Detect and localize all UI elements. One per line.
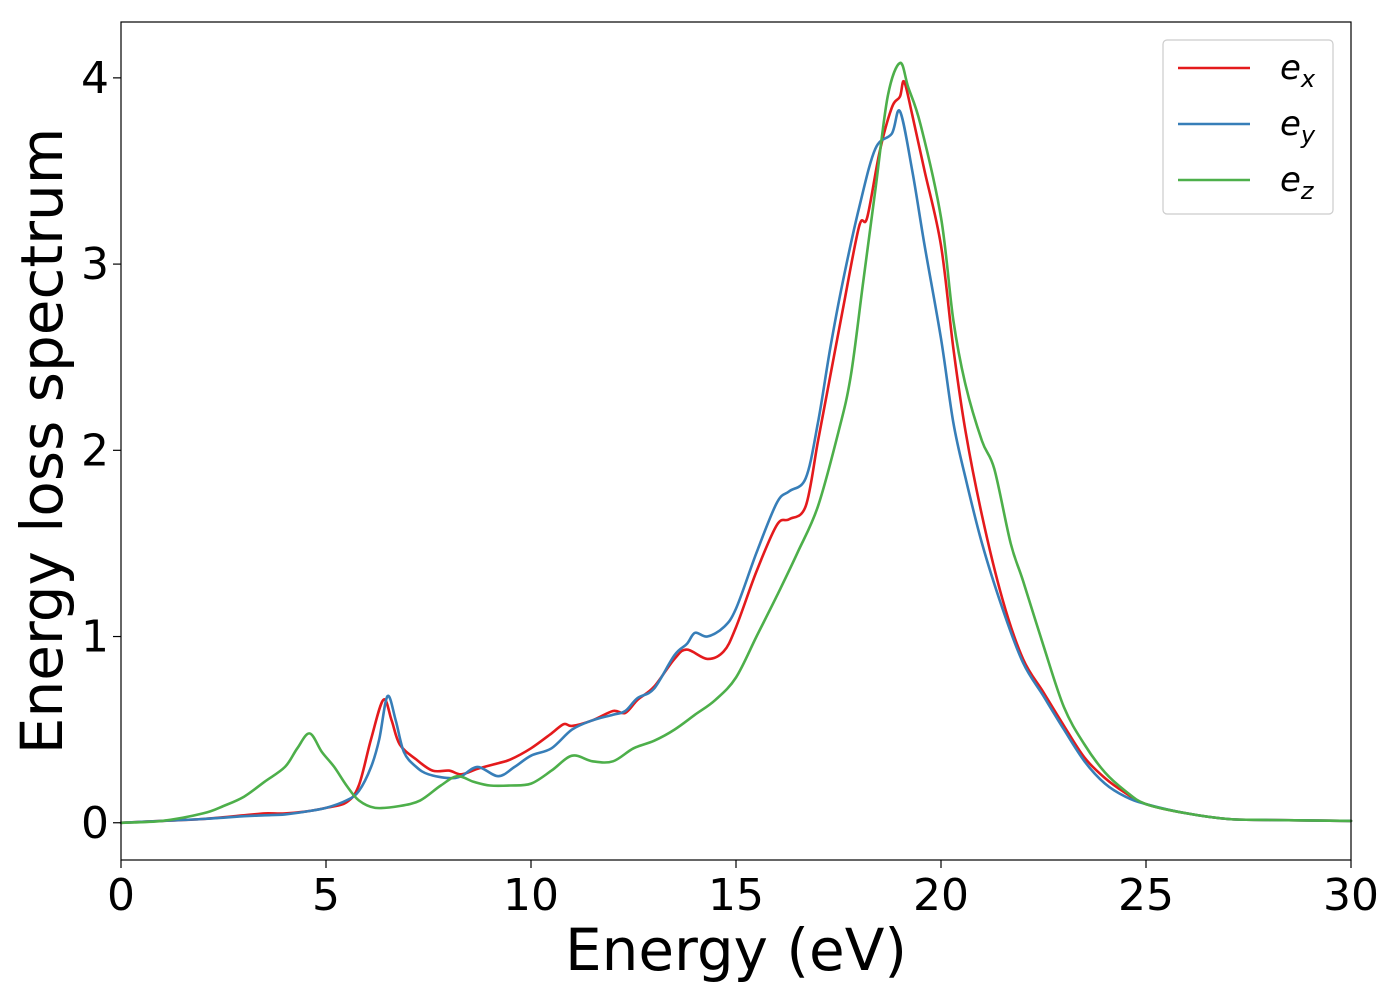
y-axis-label: Energy loss spectrum <box>8 128 76 754</box>
legend-label-e_z: ez <box>1280 160 1315 205</box>
y-tick-label: 0 <box>81 798 109 849</box>
series-lines <box>119 61 1353 825</box>
x-tick-label: 25 <box>1118 870 1174 921</box>
x-tick-label: 15 <box>708 870 764 921</box>
x-axis-ticks: 0 5 10 15 20 25 30 <box>107 860 1379 921</box>
legend-label-subscript: z <box>1300 177 1315 205</box>
x-axis-label: Energy (eV) <box>565 916 907 984</box>
x-tick-label: 20 <box>913 870 969 921</box>
legend-box <box>1162 39 1334 215</box>
y-tick-label: 1 <box>81 612 109 663</box>
plot-background <box>121 22 1351 860</box>
legend-label-subscript: y <box>1300 121 1316 149</box>
legend-label-base: e <box>1280 160 1301 200</box>
y-tick-label: 4 <box>81 53 109 104</box>
y-axis-ticks: 0 1 2 3 4 <box>81 53 121 849</box>
legend-label-e_x: ex <box>1280 48 1316 93</box>
series-line-e_y <box>119 109 1353 825</box>
series-line-e_z <box>119 61 1353 825</box>
x-tick-label: 10 <box>503 870 559 921</box>
y-tick-label: 2 <box>81 425 109 476</box>
y-tick-label: 3 <box>81 239 109 290</box>
x-tick-label: 5 <box>312 870 340 921</box>
x-tick-label: 0 <box>107 870 135 921</box>
x-tick-label: 30 <box>1323 870 1379 921</box>
series-line-e_x <box>119 79 1353 825</box>
legend-label-e_y: ey <box>1280 104 1316 149</box>
legend-label-base: e <box>1280 104 1301 144</box>
legend-label-base: e <box>1280 48 1301 88</box>
legend-label-subscript: x <box>1300 65 1316 93</box>
